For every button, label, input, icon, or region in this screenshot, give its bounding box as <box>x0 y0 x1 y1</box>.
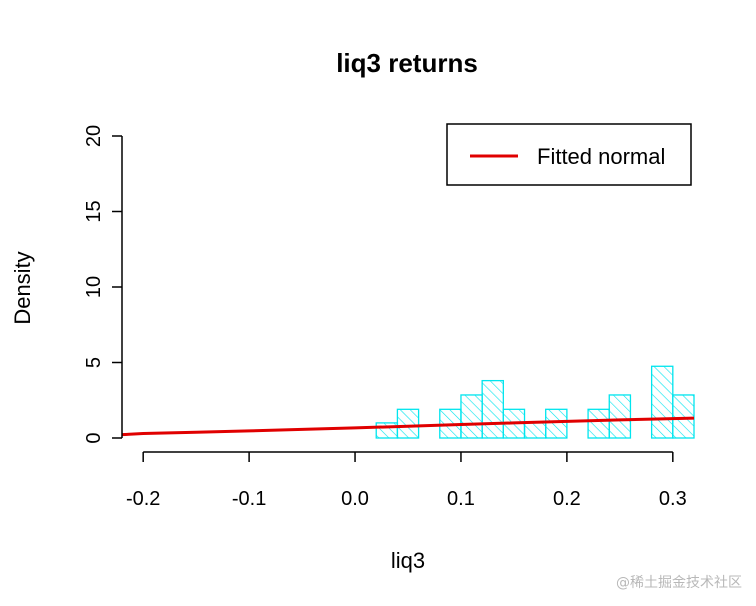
histogram-bar-8 <box>545 408 568 439</box>
histogram-bar-5 <box>481 379 504 439</box>
y-tick-label-4: 20 <box>83 125 105 147</box>
y-tick-label-0: 0 <box>83 432 105 443</box>
histogram-bar-14 <box>672 394 695 439</box>
y-tick-label-3: 15 <box>83 200 105 222</box>
watermark: @稀土掘金技术社区 <box>616 575 742 591</box>
x-axis-label: liq3 <box>391 548 425 573</box>
x-tick-label-3: 0.1 <box>447 488 475 510</box>
histogram-bar-1 <box>396 408 420 439</box>
x-tick-label-5: 0.3 <box>659 488 687 510</box>
y-tick-label-2: 10 <box>83 276 105 298</box>
histogram-bar-10 <box>587 408 610 439</box>
fitted-normal-line <box>121 416 695 437</box>
chart-title: liq3 returns <box>336 48 478 78</box>
histogram-bar-4 <box>460 394 483 439</box>
histogram-bar-11 <box>608 394 632 439</box>
x-tick-label-1: -0.1 <box>232 488 266 510</box>
x-tick-label-0: -0.2 <box>126 488 160 510</box>
x-tick-label-4: 0.2 <box>553 488 581 510</box>
histogram-bars <box>375 365 695 439</box>
y-axis: 0 5 10 15 20 <box>83 125 123 444</box>
legend-entry-fitted-normal: Fitted normal <box>537 144 665 169</box>
histogram-bar-7 <box>523 422 547 439</box>
x-tick-label-2: 0.0 <box>341 488 369 510</box>
legend: Fitted normal <box>446 123 692 186</box>
y-axis-label: Density <box>10 251 35 324</box>
x-axis: -0.2 -0.1 0.0 0.1 0.2 0.3 <box>126 451 687 510</box>
fitted-line-group <box>121 416 695 437</box>
histogram-bar-13 <box>650 365 674 439</box>
y-tick-label-1: 5 <box>83 357 105 368</box>
